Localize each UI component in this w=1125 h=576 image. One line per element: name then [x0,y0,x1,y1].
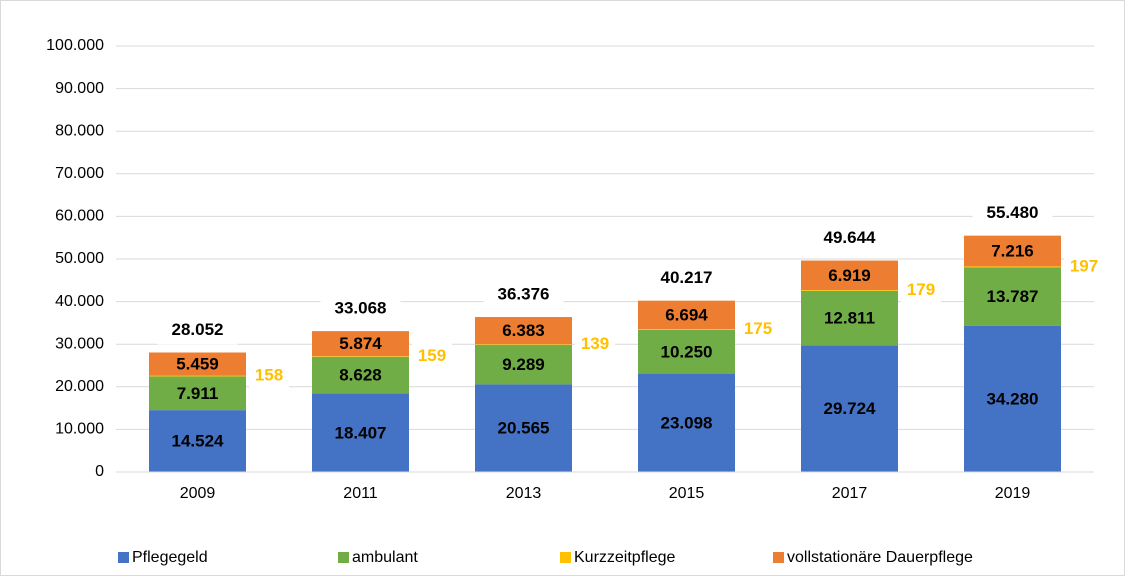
bar-segment [964,266,1061,268]
value-label: 20.565 [498,419,550,438]
legend-label: Pflegegeld [132,549,208,566]
x-tick-label: 2019 [995,485,1031,502]
x-tick-label: 2015 [669,485,705,502]
bar-segment [149,410,246,472]
bar-segment [964,325,1061,472]
value-label: 5.874 [339,334,382,353]
value-label: 12.811 [824,309,875,328]
value-label: 159 [418,346,446,365]
value-label: 6.694 [665,305,708,324]
value-label: 7.216 [991,242,1034,261]
value-label: 158 [255,366,283,385]
value-label: 197 [1070,256,1098,275]
total-label: 40.217 [661,268,713,287]
bar-segment [312,356,409,357]
bar-segment [312,393,409,472]
value-label-bg [412,342,452,371]
y-tick-label: 40.000 [55,293,104,310]
value-label: 6.919 [828,266,871,285]
bar-segment [475,344,572,345]
bar-segment [801,290,898,346]
bar-segment [475,344,572,385]
bar-segment [149,375,246,377]
bar-segment [149,352,246,376]
y-tick-label: 100.000 [46,37,104,54]
value-label: 23.098 [661,413,713,432]
value-label: 6.383 [502,321,545,340]
bar-segment [638,329,735,330]
total-label: 49.644 [824,228,877,247]
y-tick-label: 80.000 [55,122,104,139]
bar-segment [149,376,246,411]
value-label: 175 [744,319,772,338]
value-label: 18.407 [335,423,387,442]
total-label-bg [809,224,890,253]
bar-segment [801,260,898,291]
bar-segment [638,329,735,374]
bar-segment [475,384,572,472]
value-label: 14.524 [172,432,225,451]
legend-label: Kurzzeitpflege [574,549,675,566]
y-tick-label: 60.000 [55,208,104,225]
y-tick-label: 20.000 [55,378,104,395]
value-label: 139 [581,334,609,353]
x-tick-label: 2017 [832,485,868,502]
bar-segment [801,345,898,472]
legend-swatch [338,552,349,563]
x-tick-label: 2011 [343,485,378,502]
total-label: 36.376 [498,285,550,304]
legend-swatch [118,552,129,563]
value-label-bg [1064,252,1104,281]
bar-segment [801,290,898,291]
value-label-bg [249,362,289,391]
total-label: 55.480 [987,203,1039,222]
bar-segment [312,331,409,357]
value-label: 9.289 [502,355,545,374]
total-label: 33.068 [335,299,387,318]
x-tick-label: 2013 [506,485,542,502]
bar-segment [964,267,1061,326]
x-tick-label: 2009 [180,485,216,502]
value-label: 179 [907,280,935,299]
total-label-bg [646,264,727,293]
bar-segment [312,356,409,394]
value-label: 34.280 [987,389,1039,408]
total-label-bg [320,295,401,324]
total-label: 28.052 [172,320,224,339]
y-tick-label: 70.000 [55,165,104,182]
bar-segment [638,373,735,472]
value-label: 7.911 [177,384,219,403]
total-label-bg [157,316,238,345]
value-label-bg [575,330,615,359]
total-label-bg [483,281,564,310]
legend-swatch [560,552,571,563]
value-label: 10.250 [661,342,713,361]
value-label-bg [738,315,778,344]
y-tick-label: 30.000 [55,335,104,352]
value-label: 8.628 [339,366,382,385]
value-label: 5.459 [176,355,219,374]
total-label-bg [972,199,1053,228]
bar-segment [475,317,572,345]
bar-segment [964,235,1061,267]
y-tick-label: 90.000 [55,80,104,97]
legend-swatch [773,552,784,563]
bar-segment [638,300,735,330]
legend-label: vollstationäre Dauerpflege [787,549,973,566]
y-tick-label: 10.000 [55,421,104,438]
y-tick-label: 0 [95,463,104,480]
legend-label: ambulant [352,549,418,566]
y-tick-label: 50.000 [55,250,104,267]
value-label-bg [901,276,941,305]
value-label: 29.724 [824,399,877,418]
value-label: 13.787 [987,287,1039,306]
